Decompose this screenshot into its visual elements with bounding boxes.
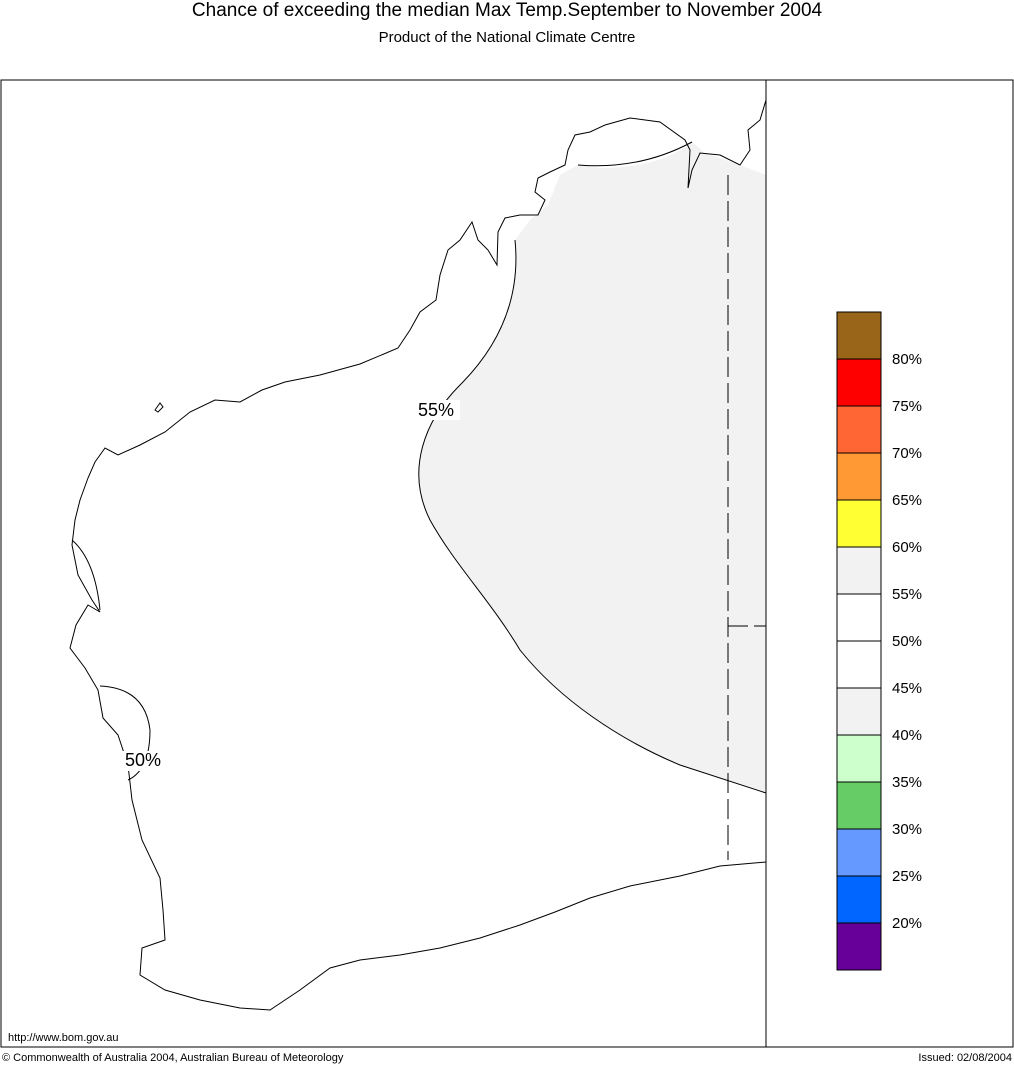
- coastline: [69, 99, 767, 1011]
- legend-swatch: [836, 687, 882, 736]
- legend-swatch: [836, 781, 882, 830]
- island: [154, 402, 164, 413]
- footer-copyright: © Commonwealth of Australia 2004, Austra…: [2, 1052, 344, 1064]
- legend-label: 70%: [892, 445, 922, 462]
- legend-label: 65%: [892, 492, 922, 509]
- legend-swatch: [836, 499, 882, 548]
- legend-label: 25%: [892, 868, 922, 885]
- legend-swatch: [836, 640, 882, 689]
- legend-swatch: [836, 875, 882, 924]
- legend-label: 40%: [892, 727, 922, 744]
- legend-swatch: [836, 828, 882, 877]
- legend-label: 20%: [892, 915, 922, 932]
- legend-swatch: [836, 311, 882, 360]
- legend-swatch: [836, 358, 882, 407]
- contour: [71, 539, 101, 611]
- contour-label: 55%: [418, 400, 454, 420]
- legend-swatch: [836, 922, 882, 971]
- legend-label: 60%: [892, 539, 922, 556]
- label-bg: [119, 751, 167, 771]
- contour-label: 50%: [125, 750, 161, 770]
- contour: [577, 141, 693, 167]
- legend-label: 55%: [892, 586, 922, 603]
- contour: [418, 239, 767, 794]
- shaded-region: [418, 142, 766, 793]
- legend: 80% 75% 70% 65% 60% 55% 50% 45% 40% 35% 30% 25% 20%: [836, 311, 922, 971]
- legend-label: 30%: [892, 821, 922, 838]
- label-bg: [412, 400, 460, 420]
- footer-issued: Issued: 02/08/2004: [918, 1052, 1012, 1064]
- legend-swatch: [836, 593, 882, 642]
- legend-swatch: [836, 452, 882, 501]
- legend-label: 80%: [892, 351, 922, 368]
- title: Chance of exceeding the median Max Temp.…: [192, 0, 823, 21]
- legend-swatch: [836, 405, 882, 454]
- legend-label: 50%: [892, 633, 922, 650]
- legend-label: 75%: [892, 398, 922, 415]
- legend-swatch: [836, 734, 882, 783]
- footer-url: http://www.bom.gov.au: [8, 1032, 118, 1044]
- legend-swatch: [836, 546, 882, 595]
- legend-label: 45%: [892, 680, 922, 697]
- legend-label: 35%: [892, 774, 922, 791]
- subtitle: Product of the National Climate Centre: [379, 29, 636, 46]
